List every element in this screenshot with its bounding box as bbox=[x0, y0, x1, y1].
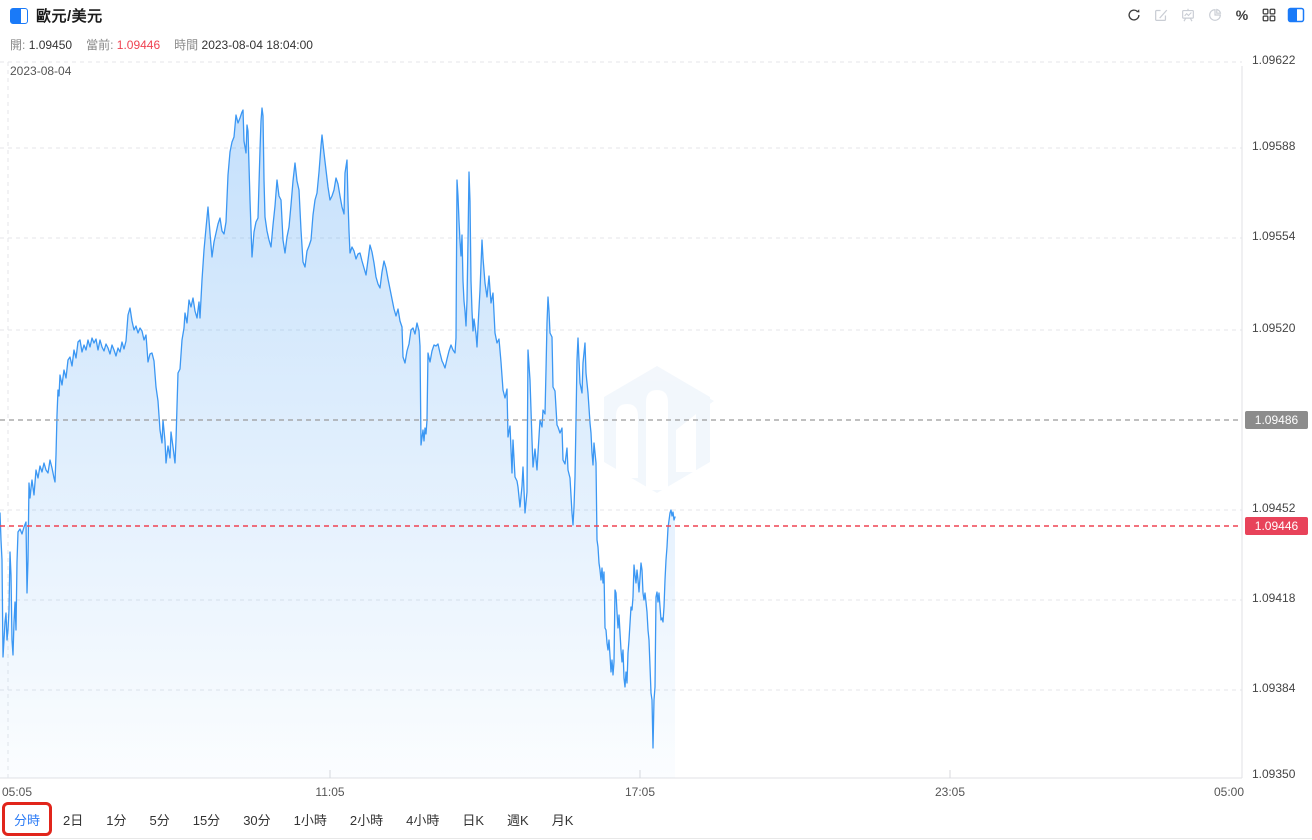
y-axis-label: 1.09418 bbox=[1252, 591, 1296, 605]
tab-30min[interactable]: 30分 bbox=[243, 813, 271, 828]
tab-minute[interactable]: 分時 bbox=[14, 813, 41, 828]
tab-weekly[interactable]: 週K bbox=[507, 813, 529, 828]
current-price-badge: 1.09446 bbox=[1245, 517, 1308, 535]
session-date-label: 2023-08-04 bbox=[10, 64, 72, 78]
y-axis-label: 1.09622 bbox=[1252, 53, 1296, 67]
y-axis-label: 1.09554 bbox=[1252, 229, 1296, 243]
tab-2day[interactable]: 2日 bbox=[63, 813, 84, 828]
current-value: 1.09446 bbox=[116, 38, 161, 52]
tab-daily[interactable]: 日K bbox=[462, 813, 485, 828]
tab-monthly[interactable]: 月K bbox=[551, 813, 574, 828]
price-line bbox=[0, 107, 676, 749]
draw-tool-icon[interactable] bbox=[1151, 5, 1171, 25]
y-axis-label: 1.09452 bbox=[1252, 501, 1296, 515]
x-axis-label: 05:00 bbox=[1213, 785, 1244, 799]
x-axis-label: 11:05 bbox=[315, 785, 345, 799]
tab-1min[interactable]: 1分 bbox=[106, 813, 127, 828]
tab-4hour[interactable]: 4小時 bbox=[406, 813, 440, 828]
chart-style-icon[interactable] bbox=[1286, 5, 1306, 25]
tab-5min[interactable]: 5分 bbox=[149, 813, 170, 828]
x-axis-label: 05:05 bbox=[2, 785, 33, 799]
open-label: 開: bbox=[10, 38, 26, 52]
y-axis-label: 1.09520 bbox=[1252, 321, 1296, 335]
quote-info-line: 開: 1.09450 當前: 1.09446 時間 2023-08-04 18:… bbox=[10, 36, 313, 53]
watermark-logo-icon bbox=[604, 366, 714, 493]
x-axis-label: 17:05 bbox=[624, 785, 656, 799]
chart-toolbar: % bbox=[1124, 4, 1306, 26]
reference-price-badge: 1.09486 bbox=[1245, 411, 1308, 429]
bottom-divider bbox=[0, 838, 1312, 839]
instrument-title: 歐元/美元 bbox=[36, 8, 103, 25]
board-chart-icon[interactable] bbox=[1178, 5, 1198, 25]
time-label: 時間 bbox=[174, 38, 199, 52]
tab-2hour[interactable]: 2小時 bbox=[349, 813, 384, 828]
tab-1hour[interactable]: 1小時 bbox=[293, 813, 327, 828]
refresh-icon[interactable] bbox=[1124, 5, 1144, 25]
percent-icon[interactable]: % bbox=[1235, 7, 1249, 23]
current-label: 當前: bbox=[86, 38, 114, 52]
y-axis-label: 1.09384 bbox=[1252, 681, 1296, 695]
y-axis-label: 1.09350 bbox=[1252, 767, 1296, 781]
pie-chart-icon[interactable] bbox=[1205, 5, 1225, 25]
tab-15min[interactable]: 15分 bbox=[192, 813, 221, 828]
time-value: 2023-08-04 18:04:00 bbox=[201, 38, 313, 52]
y-axis-label: 1.09588 bbox=[1252, 139, 1296, 153]
price-area-fill bbox=[0, 108, 675, 778]
open-value: 1.09450 bbox=[28, 38, 73, 52]
instrument-icon bbox=[10, 7, 28, 24]
grid-layout-icon[interactable] bbox=[1259, 5, 1279, 25]
timeframe-tabbar: 分時 2日 1分 5分 15分 30分 1小時 2小時 4小時 日K 週K 月K bbox=[2, 802, 574, 836]
instrument-header: 歐元/美元 bbox=[10, 5, 103, 26]
x-axis-label: 23:05 bbox=[934, 785, 966, 799]
